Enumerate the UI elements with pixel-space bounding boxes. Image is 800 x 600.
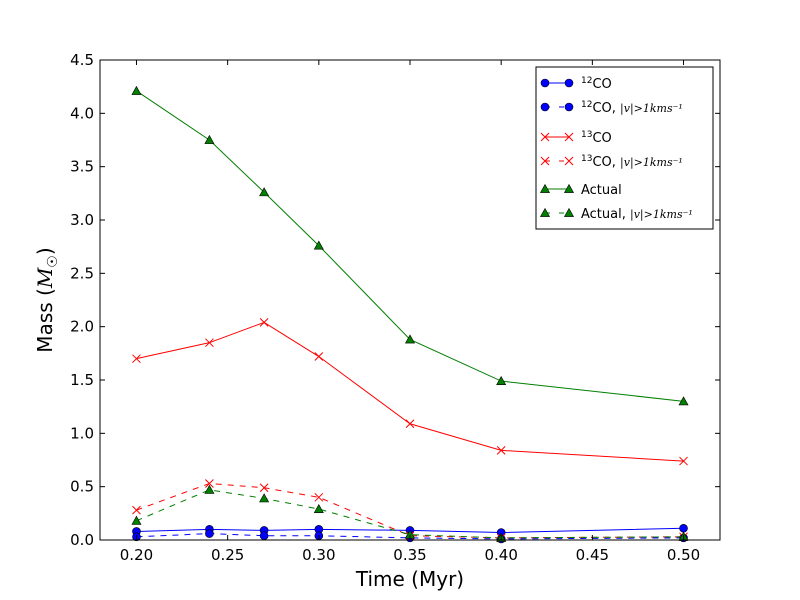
legend-velocity-cut: |v|>1kms⁻¹ — [620, 156, 683, 170]
legend-entry-label: 12CO, |v|>1kms⁻¹ — [581, 100, 683, 116]
legend-entry-label: 12CO — [581, 76, 612, 92]
legend-marker — [540, 156, 550, 166]
x-axis-label: Time (Myr) — [355, 567, 464, 591]
legend-marker — [564, 132, 574, 142]
y-tick-label: 4.0 — [70, 104, 94, 122]
data-point — [679, 456, 688, 466]
y-tick-label: 4.5 — [70, 51, 94, 69]
y-axis-label-math: M — [33, 267, 57, 289]
data-point — [314, 352, 324, 361]
y-tick-label: 1.5 — [70, 371, 94, 389]
data-point — [679, 523, 688, 533]
legend-isotope: 13 — [581, 154, 592, 164]
data-point — [205, 529, 214, 538]
y-tick-label: 0.5 — [70, 478, 94, 496]
legend-marker — [540, 78, 550, 88]
legend-entry-label: 13CO, |v|>1kms⁻¹ — [581, 154, 683, 170]
data-point — [204, 484, 215, 494]
data-point — [131, 515, 142, 525]
y-axis-label-text: Mass ( — [33, 288, 57, 353]
axis-ticks: 0.20 0.25 0.30 0.35 0.40 0.45 0.50 0.0 0.5 1.0 1.5… — [70, 51, 720, 564]
y-axis-label: Mass (M☉) — [33, 247, 61, 352]
data-point — [205, 338, 214, 348]
data-point — [405, 419, 415, 429]
data-point — [496, 446, 506, 455]
legend-entry-label: Actual, |v|>1kms⁻¹ — [581, 207, 693, 222]
legend-marker — [563, 207, 575, 217]
y-tick-label: 3.5 — [70, 158, 94, 176]
legend-marker — [539, 183, 551, 193]
data-point — [313, 240, 324, 250]
y-tick-label: 3.0 — [70, 211, 94, 229]
y-tick-label: 2.5 — [70, 264, 94, 282]
legend-base: CO, — [592, 101, 620, 116]
legend-marker — [563, 183, 575, 193]
legend-velocity-cut: |v|>1kms⁻¹ — [630, 208, 693, 222]
series-4 — [131, 85, 689, 406]
data-point — [131, 85, 142, 95]
legend-isotope: 12 — [581, 76, 592, 86]
legend-marker — [540, 102, 550, 112]
series-2 — [132, 318, 688, 466]
data-point — [314, 492, 324, 502]
legend-entry-label: Actual — [581, 183, 622, 198]
data-point — [132, 505, 141, 515]
legend-isotope: 12 — [581, 100, 592, 110]
data-point — [259, 318, 269, 327]
y-axis-label-close: ) — [33, 247, 57, 255]
legend-marker — [540, 132, 550, 142]
legend-marker — [564, 78, 574, 88]
data-point — [259, 187, 270, 197]
y-axis-label-sub: ☉ — [45, 255, 61, 268]
data-point — [259, 483, 269, 493]
data-point — [313, 503, 324, 513]
data-point — [496, 375, 507, 385]
data-point — [259, 493, 270, 503]
legend-base: CO — [592, 77, 611, 92]
legend-isotope: 13 — [581, 130, 592, 140]
legend-base: CO — [592, 131, 611, 146]
x-tick-label: 0.20 — [120, 546, 153, 564]
data-point — [404, 334, 416, 344]
data-point — [259, 531, 269, 541]
data-point — [205, 479, 214, 488]
x-tick-label: 0.50 — [667, 546, 700, 564]
legend-marker — [564, 102, 574, 112]
legend-velocity-cut: |v|>1kms⁻¹ — [620, 102, 683, 116]
x-tick-label: 0.40 — [484, 546, 517, 564]
legend-marker — [539, 207, 551, 217]
x-tick-label: 0.25 — [211, 546, 244, 564]
y-tick-label: 2.0 — [70, 318, 94, 336]
legend-box — [535, 66, 714, 230]
x-tick-label: 0.35 — [393, 546, 426, 564]
data-point — [132, 354, 141, 364]
legend-marker — [564, 156, 574, 166]
legend-entry-label: 13CO — [581, 130, 612, 146]
y-tick-label: 0.0 — [70, 531, 94, 549]
x-tick-label: 0.30 — [302, 546, 335, 564]
x-tick-label: 0.45 — [576, 546, 609, 564]
legend-base: CO, — [592, 155, 620, 170]
data-point — [204, 134, 215, 144]
legend-base: Actual — [581, 183, 622, 198]
legend-base: Actual, — [581, 207, 630, 222]
data-point — [678, 396, 689, 406]
y-tick-label: 1.0 — [70, 424, 94, 442]
